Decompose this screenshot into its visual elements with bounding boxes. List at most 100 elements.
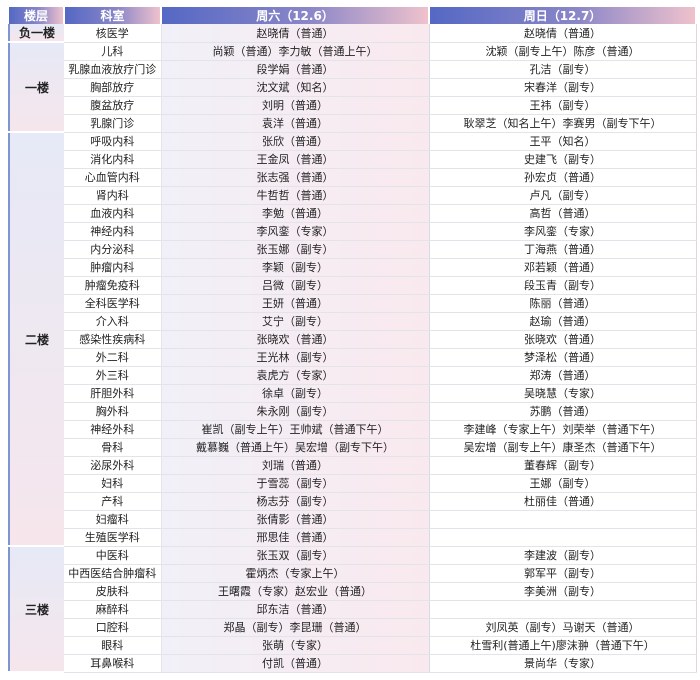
saturday-cell: 艾宁（副专）	[161, 312, 430, 331]
table-row: 麻醉科 邱东洁（普通）	[9, 600, 697, 619]
table-row: 全科医学科 王妍（普通） 陈丽（普通）	[9, 294, 697, 313]
header-saturday: 周六（12.6）	[161, 7, 430, 24]
dept-cell: 妇科	[64, 474, 162, 493]
table-row: 骨科 戴慕巍（普通上午）吴宏增（副专下午） 吴宏增（副专上午）康圣杰（普通下午）	[9, 438, 697, 457]
saturday-cell: 徐卓（副专）	[161, 384, 430, 403]
saturday-cell: 戴慕巍（普通上午）吴宏增（副专下午）	[161, 438, 430, 457]
dept-cell: 眼科	[64, 636, 162, 655]
dept-cell: 胸部放疗	[64, 78, 162, 97]
dept-cell: 肿瘤内科	[64, 258, 162, 277]
sunday-cell: 邓若颖（普通）	[429, 258, 697, 277]
table-row: 三楼 中医科 张玉双（副专） 李建波（副专）	[8, 546, 697, 673]
header-floor: 楼层	[9, 7, 65, 24]
sunday-cell: 王祎（副专）	[429, 96, 697, 115]
table-row: 外三科 袁虎方（专家） 郑涛（普通）	[9, 366, 697, 385]
sunday-cell	[429, 600, 697, 619]
saturday-cell: 邢思佳（普通）	[161, 528, 430, 547]
sunday-cell: 刘凤英（副专）马谢天（普通）	[429, 618, 697, 637]
dept-cell: 肝胆外科	[64, 384, 162, 403]
dept-cell: 生殖医学科	[64, 528, 162, 547]
saturday-cell: 朱永刚（副专）	[161, 402, 430, 421]
dept-cell: 消化内科	[64, 150, 162, 169]
dept-cell: 核医学	[64, 24, 162, 43]
sunday-cell	[429, 510, 697, 529]
header-sunday: 周日（12.7）	[429, 7, 697, 24]
saturday-cell: 段学娟（普通）	[161, 60, 430, 79]
saturday-cell: 袁虎方（专家）	[161, 366, 430, 385]
table-row: 口腔科 郑晶（副专）李昆珊（普通） 刘凤英（副专）马谢天（普通）	[9, 618, 697, 637]
table-row: 眼科 张萌（专家） 杜雪利(普通上午)廖沫翀（普通下午）	[9, 636, 697, 655]
table-row: 乳腺血液放疗门诊 段学娟（普通） 孔洁（副专）	[9, 60, 697, 79]
saturday-cell: 李颖（副专）	[161, 258, 430, 277]
table-row: 肝胆外科 徐卓（副专） 吴晓慧（专家）	[9, 384, 697, 403]
sunday-cell: 卢凡（副专）	[429, 186, 697, 205]
saturday-cell: 李风銮（专家）	[161, 222, 430, 241]
sunday-cell: 吴宏增（副专上午）康圣杰（普通下午）	[429, 438, 697, 457]
dept-cell: 乳腺门诊	[64, 114, 162, 133]
sunday-cell	[429, 528, 697, 547]
saturday-cell: 王光林（副专）	[161, 348, 430, 367]
table-row: 泌尿外科 刘瑞（普通） 董春辉（副专）	[9, 456, 697, 475]
floor-cell: 一楼	[8, 42, 64, 133]
table-row: 一楼 儿科 尚颖（普通）李力敏（普通上午） 沈颖（副专上午）陈彦（普通）	[8, 42, 697, 133]
dept-cell: 肾内科	[64, 186, 162, 205]
saturday-cell: 张志强（普通）	[161, 168, 430, 187]
saturday-cell: 张晓欢（普通）	[161, 330, 430, 349]
sunday-cell: 赵晓倩（普通）	[429, 24, 697, 43]
sunday-cell: 李建峰（专家上午）刘荣举（普通下午）	[429, 420, 697, 439]
saturday-cell: 付凯（普通）	[161, 654, 430, 673]
dept-cell: 神经内科	[64, 222, 162, 241]
table-row: 胸部放疗 沈文斌（知名） 宋春洋（副专）	[9, 78, 697, 97]
dept-cell: 胸外科	[64, 402, 162, 421]
header-dept: 科室	[64, 7, 162, 24]
dept-cell: 感染性疾病科	[64, 330, 162, 349]
dept-cell: 中西医结合肿瘤科	[64, 564, 162, 583]
saturday-cell: 刘明（普通）	[161, 96, 430, 115]
table-row: 心血管内科 张志强（普通） 孙宏贞（普通）	[9, 168, 697, 187]
saturday-cell: 霍炳杰（专家上午）	[161, 564, 430, 583]
saturday-cell: 赵晓倩（普通）	[161, 24, 430, 43]
sunday-cell: 赵瑜（普通）	[429, 312, 697, 331]
table-row: 内分泌科 张玉娜（副专） 丁海燕（普通）	[9, 240, 697, 259]
sunday-cell: 郑涛（普通）	[429, 366, 697, 385]
dept-cell: 呼吸内科	[64, 132, 162, 151]
dept-cell: 肿瘤免疫科	[64, 276, 162, 295]
dept-cell: 介入科	[64, 312, 162, 331]
saturday-cell: 王曙霞（专家）赵宏业（普通）	[161, 582, 430, 601]
floor-cell: 三楼	[8, 546, 64, 673]
sunday-cell: 段玉青（副专）	[429, 276, 697, 295]
dept-cell: 儿科	[64, 42, 162, 61]
saturday-cell: 张萌（专家）	[161, 636, 430, 655]
dept-cell: 妇瘤科	[64, 510, 162, 529]
sunday-cell: 李风銮（专家）	[429, 222, 697, 241]
sunday-cell: 耿翠芝（知名上午）李赛男（副专下午）	[429, 114, 697, 133]
table-row: 神经内科 李风銮（专家） 李风銮（专家）	[9, 222, 697, 241]
saturday-cell: 张玉娜（副专）	[161, 240, 430, 259]
dept-cell: 皮肤科	[64, 582, 162, 601]
dept-cell: 全科医学科	[64, 294, 162, 313]
table-row: 妇科 于雪蕊（副专） 王娜（副专）	[9, 474, 697, 493]
dept-cell: 中医科	[64, 546, 162, 565]
table-row: 生殖医学科 邢思佳（普通）	[9, 528, 697, 547]
table-row: 血液内科 李勉（普通） 高哲（普通）	[9, 204, 697, 223]
dept-cell: 骨科	[64, 438, 162, 457]
dept-cell: 耳鼻喉科	[64, 654, 162, 673]
dept-cell: 心血管内科	[64, 168, 162, 187]
sunday-cell: 梦泽松（普通）	[429, 348, 697, 367]
table-row: 妇瘤科 张倩影（普通）	[9, 510, 697, 529]
sunday-cell: 张晓欢（普通）	[429, 330, 697, 349]
saturday-cell: 邱东洁（普通）	[161, 600, 430, 619]
saturday-cell: 崔凯（副专上午）王帅斌（普通下午）	[161, 420, 430, 439]
dept-cell: 外二科	[64, 348, 162, 367]
saturday-cell: 牛哲哲（普通）	[161, 186, 430, 205]
dept-cell: 口腔科	[64, 618, 162, 637]
table-row: 皮肤科 王曙霞（专家）赵宏业（普通） 李美洲（副专）	[9, 582, 697, 601]
sunday-cell: 苏鹏（普通）	[429, 402, 697, 421]
table-row: 外二科 王光林（副专） 梦泽松（普通）	[9, 348, 697, 367]
saturday-cell: 张欣（普通）	[161, 132, 430, 151]
table-row: 胸外科 朱永刚（副专） 苏鹏（普通）	[9, 402, 697, 421]
table-row: 二楼 呼吸内科 张欣（普通） 王平（知名）	[8, 132, 697, 547]
sunday-cell: 陈丽（普通）	[429, 294, 697, 313]
saturday-cell: 王妍（普通）	[161, 294, 430, 313]
dept-cell: 产科	[64, 492, 162, 511]
